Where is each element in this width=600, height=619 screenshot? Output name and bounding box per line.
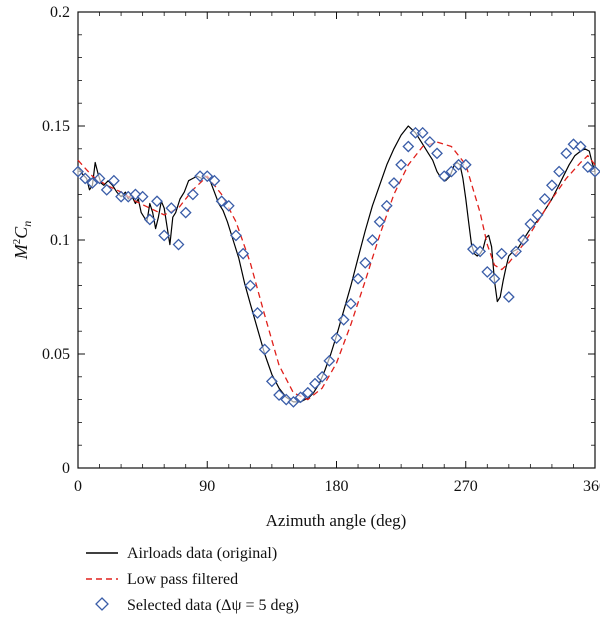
selected-data-marker xyxy=(402,140,415,153)
selected-data-marker xyxy=(273,389,285,401)
selected-data-marker xyxy=(301,386,314,399)
selected-data-marker xyxy=(244,279,257,292)
airloads-original-line xyxy=(77,125,596,403)
selected-data-marker xyxy=(330,332,343,344)
y-tick-label: 0.15 xyxy=(42,118,70,135)
selected-data-marker xyxy=(179,206,192,219)
x-tick-label: 270 xyxy=(454,478,478,495)
legend-swatch-selected xyxy=(95,597,109,611)
selected-data-marker xyxy=(208,174,221,187)
selected-data-marker xyxy=(186,188,199,201)
low-pass-filtered-line xyxy=(77,141,596,401)
selected-data-marker xyxy=(517,234,530,246)
selected-data-marker xyxy=(215,195,228,208)
selected-data-marker xyxy=(100,183,113,196)
selected-data-marker xyxy=(237,247,250,260)
y-axis-title: M2Cn xyxy=(11,221,34,261)
axes: 0 90 180 270 360 0 0.05 0.1 0.15 0.2 xyxy=(42,4,600,495)
selected-data-marker xyxy=(359,256,372,269)
x-axis-title: Azimuth angle (deg) xyxy=(266,511,407,530)
selected-data-marker xyxy=(495,247,508,260)
y-tick-label: 0 xyxy=(62,460,70,477)
selected-data-marker xyxy=(86,177,99,189)
y-tick-label: 0.05 xyxy=(42,346,70,363)
selected-data-marker xyxy=(459,158,472,171)
selected-data-marker xyxy=(502,291,515,303)
selected-data-marker xyxy=(431,147,443,160)
selected-data-marker xyxy=(337,313,350,326)
selected-data-marker xyxy=(352,272,364,285)
selected-data-marker xyxy=(265,375,278,388)
selected-data-marker xyxy=(93,172,106,185)
selected-data-marker xyxy=(488,272,501,285)
legend-label-original: Airloads data (original) xyxy=(127,545,277,562)
selected-data-marker xyxy=(380,199,393,212)
selected-data-marker xyxy=(467,243,479,256)
selected-data-marker xyxy=(344,297,357,310)
legend: Airloads data (original) Low pass filter… xyxy=(86,545,299,614)
selected-data-marker xyxy=(316,370,329,383)
selected-data-marker xyxy=(309,377,321,390)
selected-data-marker xyxy=(151,195,163,208)
selected-data-marker xyxy=(438,170,451,183)
selected-data-marker xyxy=(510,245,522,258)
selected-data-marker xyxy=(589,165,600,178)
selected-data-marker xyxy=(107,174,120,187)
selected-data-marker xyxy=(545,179,558,192)
selected-data-marker xyxy=(474,245,487,258)
selected-data-marker xyxy=(395,158,408,171)
selected-data-marker xyxy=(230,229,242,242)
selected-data-marker xyxy=(294,391,307,404)
selected-data-marker xyxy=(72,165,84,178)
selected-data-marker xyxy=(524,218,537,230)
legend-label-selected: Selected data (Δψ = 5 deg) xyxy=(127,597,299,614)
series-layer xyxy=(77,125,596,403)
selected-data-marker xyxy=(560,147,573,160)
selected-data-marker xyxy=(143,213,156,226)
selected-data-marker xyxy=(366,234,379,246)
selected-data-marker xyxy=(222,199,235,212)
selected-data-marker xyxy=(388,177,400,189)
selected-data-marker xyxy=(423,136,436,148)
selected-data-marker xyxy=(251,307,264,319)
selected-data-marker xyxy=(553,165,566,178)
x-tick-label: 180 xyxy=(325,478,349,495)
selected-data-marker xyxy=(323,354,336,367)
selected-data-marker xyxy=(287,395,300,408)
y-tick-label: 0.1 xyxy=(50,232,70,249)
x-tick-label: 360 xyxy=(583,478,600,495)
x-tick-label: 90 xyxy=(199,478,215,495)
selected-data-marker xyxy=(79,172,92,185)
selected-data-marker xyxy=(258,343,271,356)
selected-data-marker xyxy=(416,126,429,139)
selected-data-marker xyxy=(136,190,149,203)
legend-label-filtered: Low pass filtered xyxy=(127,571,238,588)
selected-data-marker xyxy=(581,161,594,173)
x-tick-label: 0 xyxy=(74,478,82,495)
selected-data-marker xyxy=(445,165,458,178)
selected-data-marker xyxy=(165,202,178,214)
selected-data-marker xyxy=(538,193,551,205)
selected-data-marker xyxy=(373,215,386,228)
selected-data-marker xyxy=(531,209,544,221)
selected-data-marker xyxy=(201,170,214,183)
selected-data-marker xyxy=(172,238,185,251)
selected-data-marker xyxy=(481,266,494,278)
y-tick-label: 0.2 xyxy=(50,4,70,21)
selected-data-marker xyxy=(574,140,587,153)
selected-data-marker xyxy=(158,229,171,242)
marker-layer xyxy=(72,126,600,408)
